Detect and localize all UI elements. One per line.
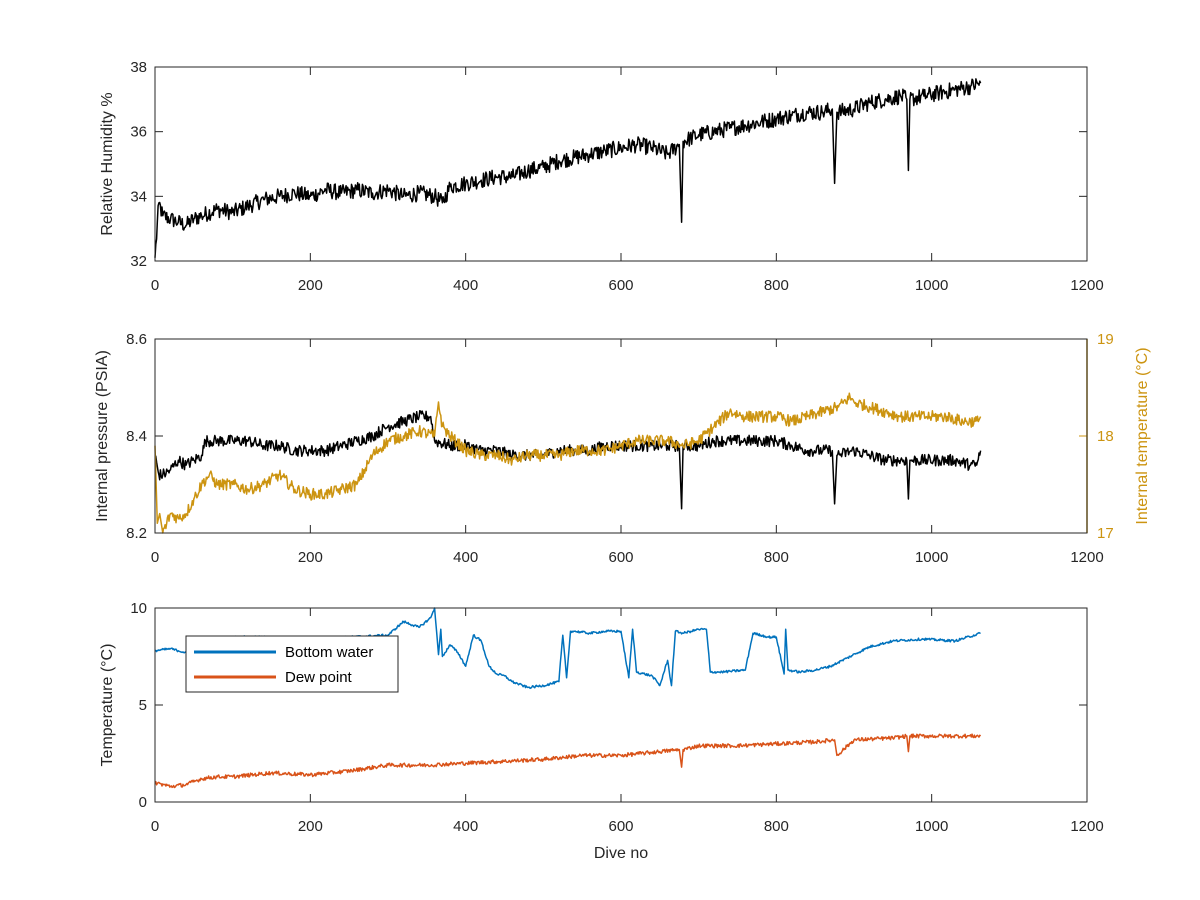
y-right-tick-label: 17	[1097, 525, 1114, 542]
series-line-1-0	[154, 410, 982, 510]
x-tick-label: 1000	[915, 277, 948, 294]
x-tick-label: 200	[298, 549, 323, 566]
panel-humidity-axes-box	[154, 66, 1088, 262]
x-tick-label: 600	[608, 277, 633, 294]
x-tick-label: 400	[453, 818, 478, 835]
y-tick-label: 34	[130, 188, 147, 205]
x-tick-label: 1200	[1070, 818, 1103, 835]
y-tick-label: 8.4	[126, 428, 147, 445]
x-tick-label: 400	[453, 277, 478, 294]
y-tick-label: 0	[139, 794, 147, 811]
y-tick-label: 36	[130, 124, 147, 141]
x-tick-label: 1000	[915, 549, 948, 566]
legend-label-dew-point: Dew point	[285, 669, 353, 686]
x-tick-label: 0	[151, 277, 159, 294]
legend-box	[185, 635, 399, 693]
panel-temperature-xlabel: Dive no	[594, 845, 648, 862]
panel-pressure-ylabel: Internal pressure (PSIA)	[94, 350, 111, 522]
x-tick-label: 800	[764, 549, 789, 566]
panel-humidity-ylabel: Relative Humidity %	[99, 92, 116, 235]
panel-humidity: 0 200 400 600 800 1000 1200 32 34 36 38 Relative H…	[99, 59, 1104, 294]
panel-humidity-series	[154, 78, 982, 258]
panel-pressure-ylabel-right: Internal temperature (°C)	[1134, 347, 1151, 524]
x-tick-label: 600	[608, 818, 633, 835]
panel-pressure-ticks: 0 200 400 600 800 1000 1200 8.2 8.4 8.6 17 18 19	[126, 331, 1114, 566]
x-tick-label: 1000	[915, 818, 948, 835]
panel-pressure-axes-box	[154, 338, 1088, 534]
y-tick-label: 10	[130, 600, 147, 617]
panel-temperature-ylabel: Temperature (°C)	[99, 644, 116, 767]
y-tick-label: 32	[130, 253, 147, 270]
y-tick-label: 8.6	[126, 331, 147, 348]
x-tick-label: 0	[151, 818, 159, 835]
x-tick-label: 0	[151, 549, 159, 566]
x-tick-label: 1200	[1070, 277, 1103, 294]
y-tick-label: 38	[130, 59, 147, 76]
y-right-tick-label: 19	[1097, 331, 1114, 348]
x-tick-label: 200	[298, 277, 323, 294]
panel-humidity-ticks: 0 200 400 600 800 1000 1200 32 34 36 38	[130, 59, 1103, 294]
panel-pressure: 0 200 400 600 800 1000 1200 8.2 8.4 8.6 17 18 19 Int…	[94, 331, 1151, 566]
legend-label-bottom-water: Bottom water	[285, 644, 373, 661]
y-tick-label: 5	[139, 697, 147, 714]
series-line-0-0	[154, 78, 982, 258]
series-line-1-1	[154, 392, 982, 534]
x-tick-label: 800	[764, 818, 789, 835]
x-tick-label: 800	[764, 277, 789, 294]
panel-temperature: 0 200 400 600 800 1000 1200 0 5 10 Temperature (°…	[99, 600, 1104, 862]
y-tick-label: 8.2	[126, 525, 147, 542]
legend: Bottom water Dew point	[185, 635, 399, 693]
x-tick-label: 200	[298, 818, 323, 835]
panel-temperature-axes-box	[154, 607, 1088, 803]
y-right-tick-label: 18	[1097, 428, 1114, 445]
x-tick-label: 1200	[1070, 549, 1103, 566]
series-line-2-1	[154, 733, 982, 789]
x-tick-label: 600	[608, 549, 633, 566]
x-tick-label: 400	[453, 549, 478, 566]
panel-pressure-series	[154, 392, 982, 534]
